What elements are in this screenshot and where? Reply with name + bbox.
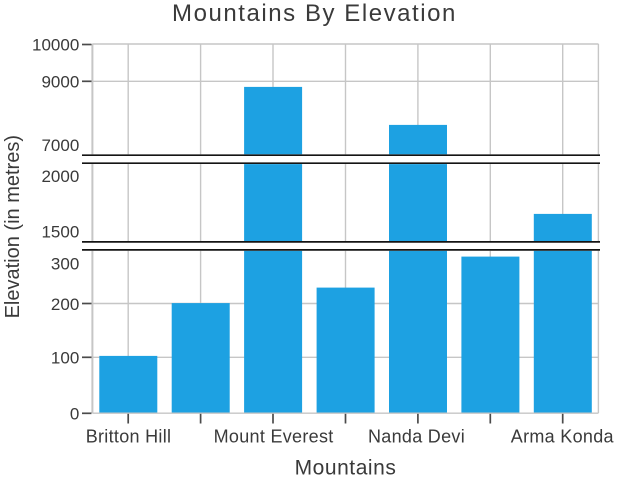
svg-text:Mountains: Mountains [295, 457, 397, 480]
svg-text:300: 300 [51, 255, 79, 274]
svg-text:0: 0 [70, 405, 79, 424]
svg-text:10000: 10000 [32, 36, 79, 55]
svg-text:100: 100 [51, 349, 79, 368]
svg-text:7000: 7000 [41, 136, 79, 155]
svg-text:1500: 1500 [41, 223, 79, 242]
svg-text:2000: 2000 [41, 167, 79, 186]
svg-text:Nanda Devi: Nanda Devi [368, 427, 465, 447]
svg-text:Mountains By Elevation: Mountains By Elevation [172, 0, 457, 27]
svg-text:9000: 9000 [41, 73, 79, 92]
svg-text:Arma Konda: Arma Konda [511, 427, 615, 447]
svg-text:Elevation (in metres): Elevation (in metres) [2, 135, 24, 318]
svg-text:Britton Hill: Britton Hill [86, 427, 172, 447]
svg-text:200: 200 [51, 295, 79, 314]
svg-text:Mount Everest: Mount Everest [214, 427, 334, 447]
